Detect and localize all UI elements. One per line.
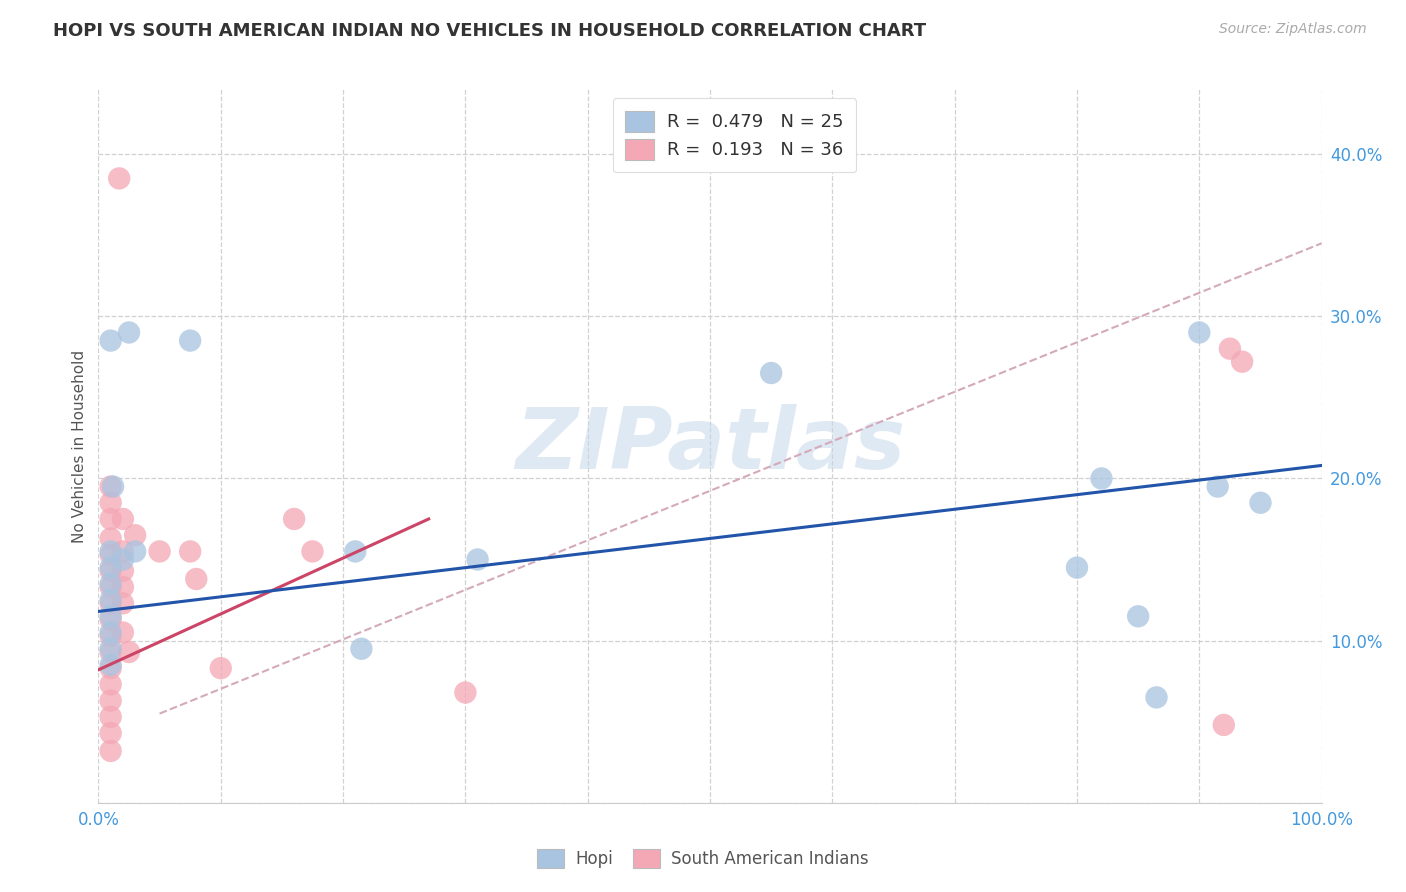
Point [761,366,783,380]
Legend: R =  0.479   N = 25, R =  0.193   N = 36: R = 0.479 N = 25, R = 0.193 N = 36 [613,98,856,172]
Point [179,334,201,348]
Point [100,577,122,591]
Point [1090,471,1112,485]
Point [100,593,122,607]
Text: HOPI VS SOUTH AMERICAN INDIAN NO VEHICLES IN HOUSEHOLD CORRELATION CHART: HOPI VS SOUTH AMERICAN INDIAN NO VEHICLE… [53,22,927,40]
Point [100,548,122,562]
Y-axis label: No Vehicles in Household: No Vehicles in Household [72,350,87,542]
Point [1212,718,1234,732]
Point [100,744,122,758]
Point [100,613,122,627]
Point [100,641,122,656]
Point [100,544,122,558]
Point [100,334,122,348]
Point [124,528,146,542]
Point [100,677,122,691]
Point [100,580,122,594]
Point [100,645,122,659]
Point [111,625,134,640]
Point [344,544,367,558]
Point [1066,560,1088,574]
Point [111,552,134,566]
Point [100,693,122,707]
Point [1188,326,1211,340]
Legend: Hopi, South American Indians: Hopi, South American Indians [530,842,876,875]
Point [100,532,122,546]
Point [118,645,141,659]
Point [111,512,134,526]
Point [100,560,122,574]
Text: Source: ZipAtlas.com: Source: ZipAtlas.com [1219,22,1367,37]
Point [100,726,122,740]
Point [100,657,122,672]
Point [467,552,489,566]
Point [124,544,146,558]
Point [100,496,122,510]
Point [100,596,122,610]
Text: ZIPatlas: ZIPatlas [515,404,905,488]
Point [1146,690,1168,705]
Point [1230,354,1253,368]
Point [350,641,373,656]
Point [100,564,122,578]
Point [111,564,134,578]
Point [100,609,122,624]
Point [100,625,122,640]
Point [209,661,232,675]
Point [1128,609,1150,624]
Point [111,544,134,558]
Point [100,479,122,493]
Point [111,580,134,594]
Point [100,661,122,675]
Point [111,596,134,610]
Point [149,544,172,558]
Point [1219,342,1241,356]
Point [301,544,323,558]
Point [1206,479,1229,493]
Point [108,171,131,186]
Point [100,629,122,643]
Point [283,512,305,526]
Point [1249,496,1271,510]
Point [454,685,477,699]
Point [100,710,122,724]
Point [100,512,122,526]
Point [179,544,201,558]
Point [186,572,208,586]
Point [101,479,124,493]
Point [118,326,141,340]
